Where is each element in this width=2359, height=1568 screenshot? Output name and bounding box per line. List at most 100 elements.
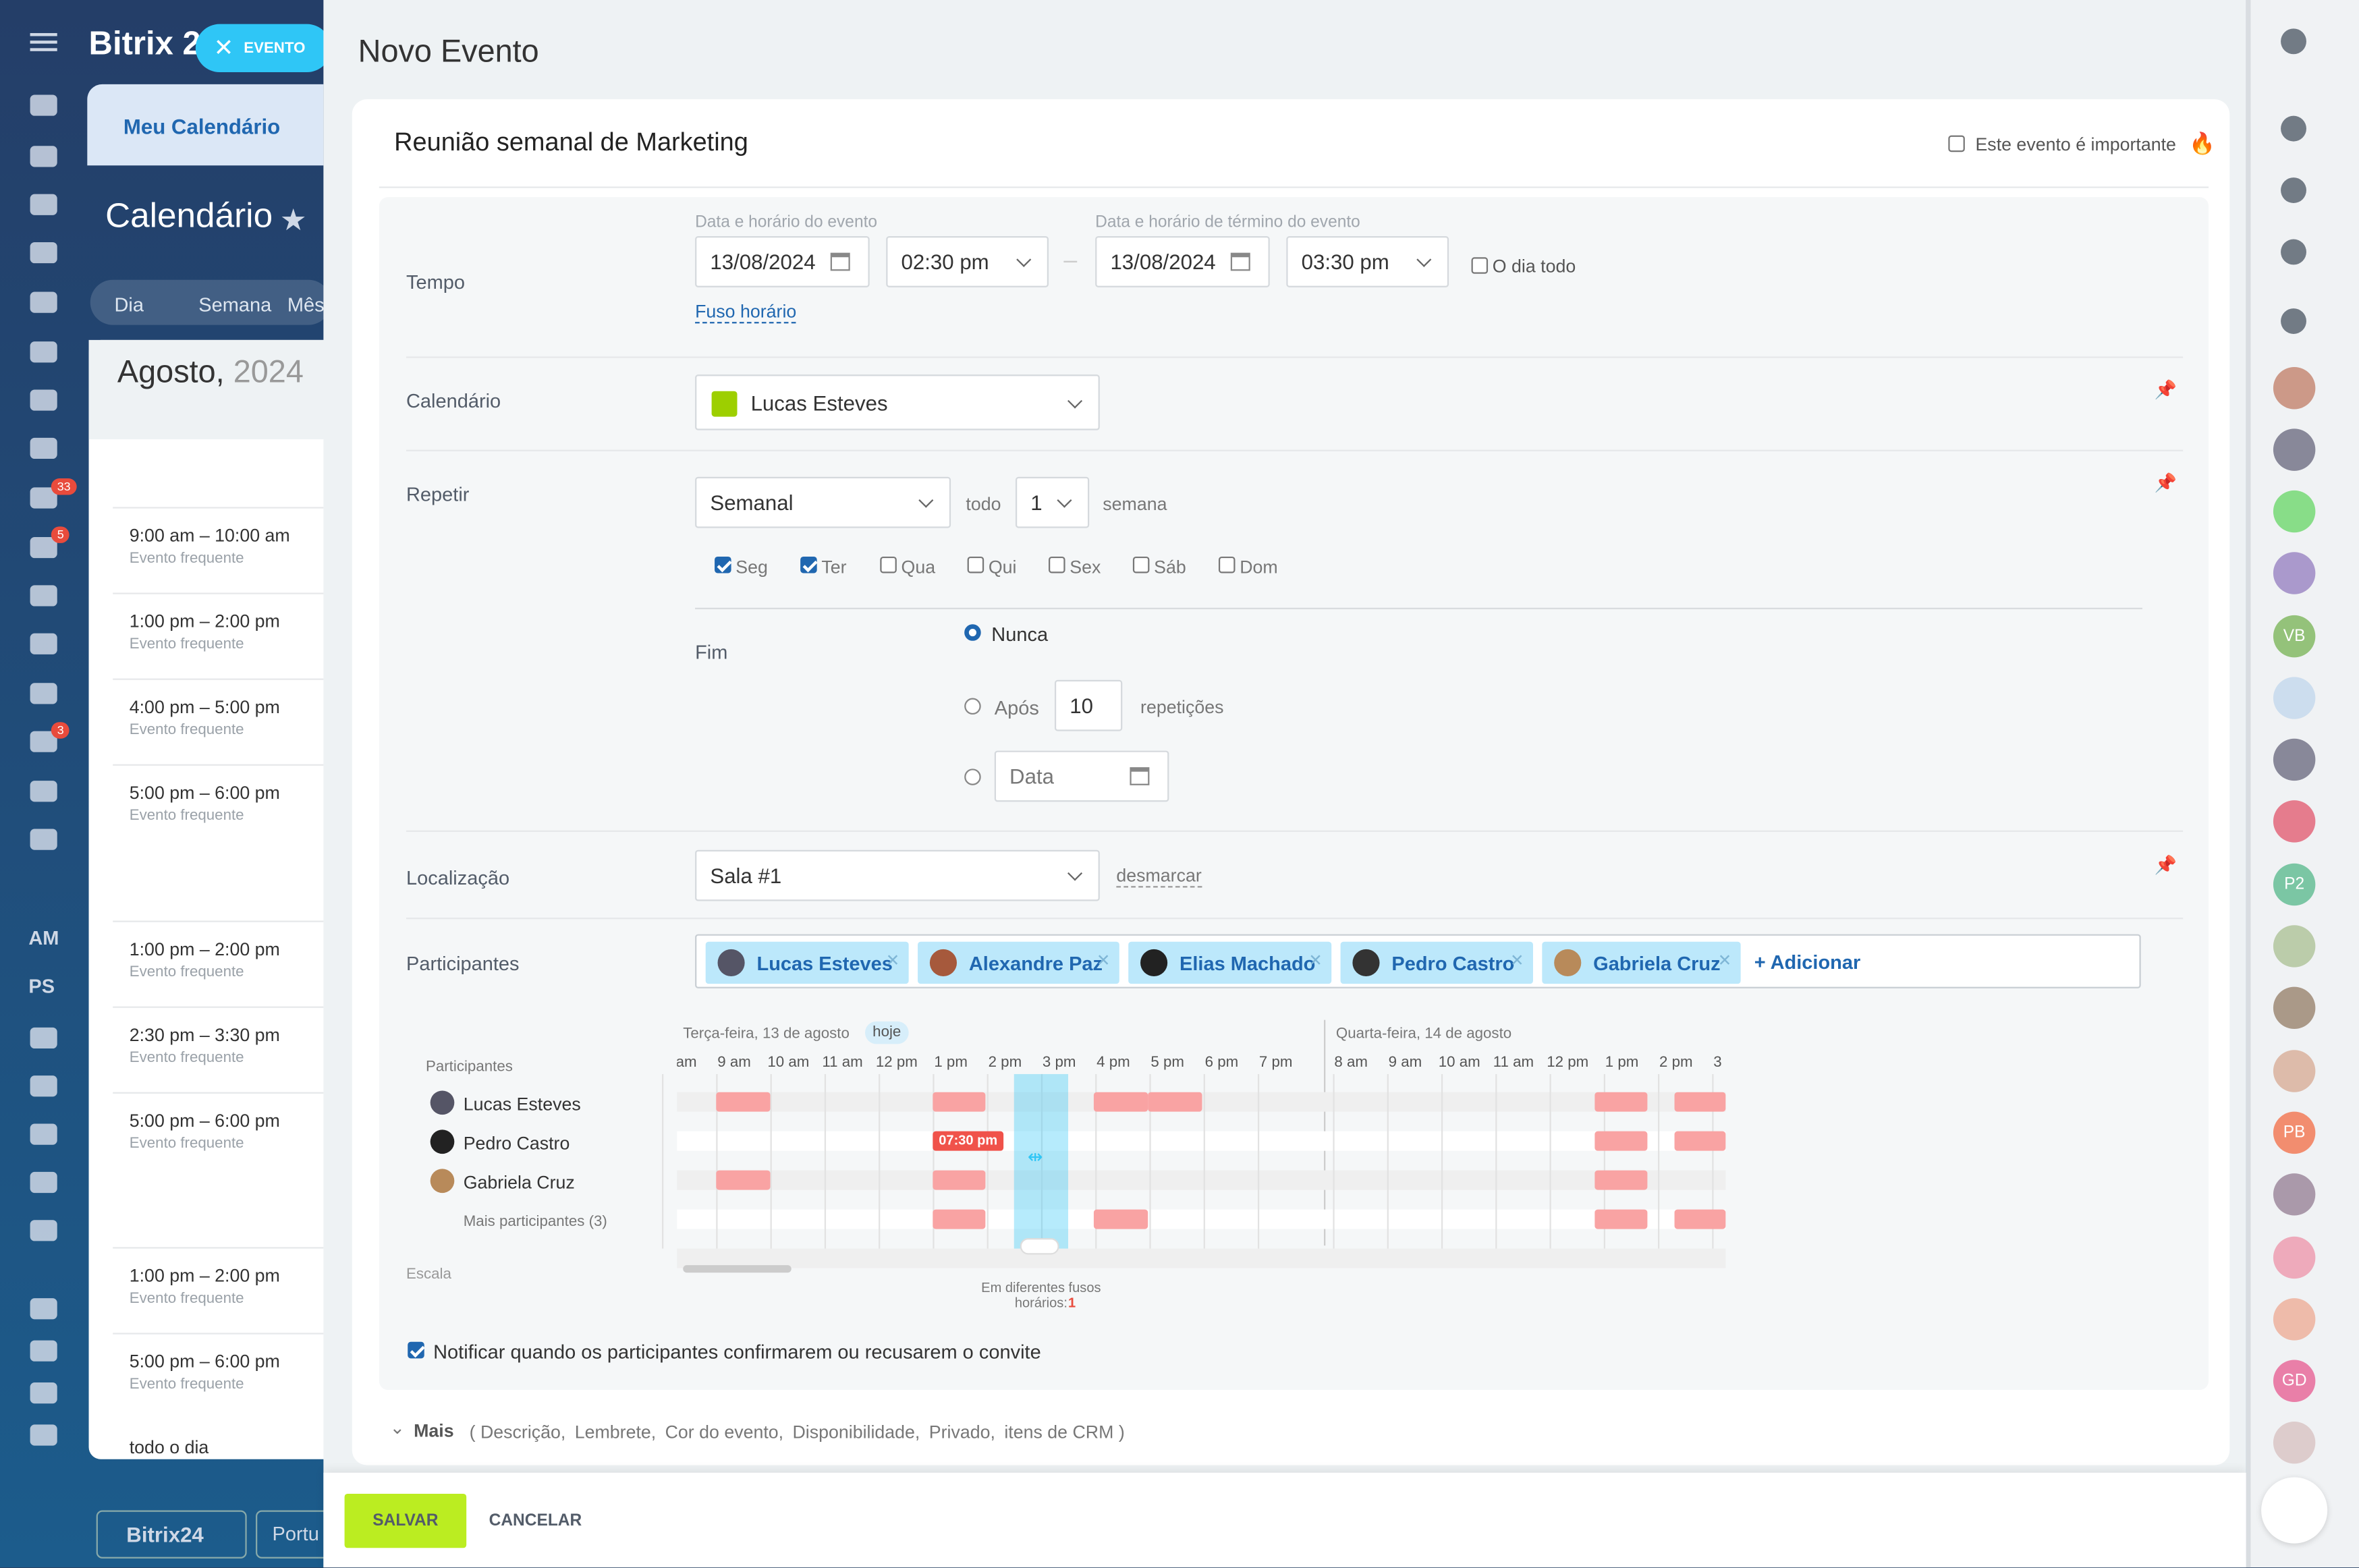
tab-label[interactable]: Meu Calendário (123, 114, 281, 139)
day-checkbox[interactable] (967, 556, 984, 573)
right-avatar[interactable] (2273, 490, 2316, 533)
more-item[interactable]: Disponibilidade, (792, 1421, 920, 1443)
nav-icon[interactable] (30, 1123, 57, 1145)
frequency-select[interactable]: Semanal (695, 476, 951, 528)
right-avatar[interactable] (2273, 428, 2316, 471)
nav-icon[interactable] (30, 291, 57, 313)
right-avatar[interactable] (2273, 738, 2316, 781)
right-avatar[interactable] (2273, 925, 2316, 968)
count-input[interactable]: 10 (1054, 679, 1123, 731)
nav-icon[interactable] (30, 1171, 57, 1194)
right-icon[interactable] (2281, 28, 2306, 55)
pin-icon[interactable]: 📌 (2154, 472, 2177, 494)
nav-initials[interactable]: AM (28, 926, 59, 949)
participant-name[interactable]: Elias Machado (1180, 951, 1316, 974)
more-item[interactable]: ( Descrição, (469, 1421, 566, 1443)
participant-chip[interactable]: Alexandre Paz ✕ (918, 941, 1119, 984)
right-icon[interactable] (2281, 177, 2306, 203)
right-icon[interactable] (2281, 308, 2306, 334)
day-checkbox[interactable] (1218, 556, 1236, 573)
interval-select[interactable]: 1 (1015, 476, 1090, 528)
remove-icon[interactable]: ✕ (885, 952, 900, 971)
event-name[interactable]: Reunião semanal de Marketing (394, 128, 748, 157)
day-label[interactable]: Dom (1240, 556, 1278, 578)
nav-icon[interactable] (30, 341, 57, 363)
clear-link[interactable]: desmarcar (1116, 865, 1202, 888)
save-button[interactable]: SALVAR (344, 1493, 467, 1548)
event-time[interactable]: 9:00 am – 10:00 am (129, 525, 290, 547)
day-label[interactable]: Seg (736, 556, 768, 578)
start-date[interactable]: 13/08/2024 (695, 236, 870, 287)
right-menu[interactable] (2261, 1477, 2328, 1544)
start-time[interactable]: 02:30 pm (886, 236, 1049, 287)
view-tab[interactable]: Mês (287, 293, 325, 316)
day-label[interactable]: Qua (901, 556, 936, 578)
scale-label[interactable]: Escala (406, 1266, 451, 1283)
right-avatar[interactable]: PB (2273, 1111, 2316, 1154)
day-checkbox[interactable] (1049, 556, 1065, 573)
day-checkbox[interactable] (800, 556, 817, 573)
day-checkbox[interactable] (1132, 556, 1150, 573)
right-avatar[interactable] (2273, 1050, 2316, 1092)
important-label[interactable]: Este evento é importante (1975, 134, 2176, 155)
notify-checkbox[interactable] (408, 1341, 424, 1359)
event-time[interactable]: 5:00 pm – 6:00 pm (129, 1351, 280, 1372)
important-checkbox[interactable] (1948, 135, 1965, 152)
scroll-thumb[interactable] (683, 1265, 792, 1273)
never-label[interactable]: Nunca (991, 623, 1049, 646)
close-label[interactable]: EVENTO (244, 40, 306, 57)
participant-chip[interactable]: Lucas Esteves ✕ (705, 941, 909, 984)
more-item[interactable]: Privado, (928, 1421, 995, 1443)
location-select[interactable]: Sala #1 (695, 849, 1100, 901)
expand-handle[interactable] (1020, 1237, 1059, 1255)
nav-icon[interactable] (30, 194, 57, 215)
right-avatar[interactable] (2273, 367, 2316, 410)
star-icon[interactable]: ★ (279, 204, 307, 238)
expand-icon[interactable]: ⌄ (389, 1417, 405, 1438)
pin-icon[interactable]: 📌 (2154, 854, 2177, 876)
right-avatar[interactable] (2273, 1236, 2316, 1279)
end-date[interactable]: 13/08/2024 (1095, 236, 1270, 287)
nav-icon[interactable] (30, 1298, 57, 1320)
close-button[interactable]: ✕ EVENTO (195, 24, 331, 73)
remove-icon[interactable]: ✕ (1308, 952, 1323, 971)
after-label[interactable]: Após (994, 696, 1039, 719)
end-time[interactable]: 03:30 pm (1286, 236, 1449, 287)
participant-chip[interactable]: Pedro Castro ✕ (1340, 941, 1533, 984)
participant-chip[interactable]: Elias Machado ✕ (1128, 941, 1332, 984)
pin-icon[interactable]: 📌 (2154, 379, 2177, 401)
participant-name[interactable]: Gabriela Cruz (1593, 951, 1721, 974)
nav-icon[interactable] (30, 146, 57, 167)
timezones-count[interactable]: 1 (1068, 1295, 1076, 1310)
nav-icon[interactable] (30, 1382, 57, 1404)
selected-slot[interactable] (1014, 1073, 1069, 1249)
more-label[interactable]: Mais (414, 1420, 454, 1441)
right-avatar[interactable] (2273, 1421, 2316, 1464)
resize-icon[interactable]: ⇹ (1027, 1146, 1043, 1168)
more-item[interactable]: itens de CRM ) (1004, 1421, 1125, 1443)
nav-icon[interactable] (30, 94, 57, 116)
right-avatar[interactable] (2273, 677, 2316, 719)
view-tab[interactable]: Dia (114, 293, 144, 316)
remove-icon[interactable]: ✕ (1717, 952, 1732, 971)
nav-icon[interactable] (30, 437, 57, 459)
day-checkbox[interactable] (880, 556, 897, 573)
timezone-link[interactable]: Fuso horário (695, 301, 797, 324)
right-avatar[interactable]: VB (2273, 615, 2316, 658)
event-time[interactable]: 1:00 pm – 2:00 pm (129, 611, 280, 632)
tab[interactable] (87, 84, 324, 166)
event-time[interactable]: 1:00 pm – 2:00 pm (129, 1265, 280, 1287)
nav-icon[interactable] (30, 1340, 57, 1362)
footer-logo-box[interactable] (96, 1510, 247, 1559)
event-time[interactable]: 1:00 pm – 2:00 pm (129, 939, 280, 960)
nav-icon[interactable] (30, 829, 57, 850)
right-avatar[interactable] (2273, 1173, 2316, 1216)
nav-initials[interactable]: PS (28, 974, 55, 998)
event-time[interactable]: 5:00 pm – 6:00 pm (129, 782, 280, 804)
nav-icon[interactable] (30, 1220, 57, 1241)
menu-icon[interactable] (30, 33, 57, 36)
participant-name[interactable]: Pedro Castro (1391, 951, 1515, 974)
right-avatar[interactable]: P2 (2273, 863, 2316, 906)
nav-icon[interactable] (30, 1424, 57, 1446)
participant-name[interactable]: Lucas Esteves (756, 951, 893, 974)
